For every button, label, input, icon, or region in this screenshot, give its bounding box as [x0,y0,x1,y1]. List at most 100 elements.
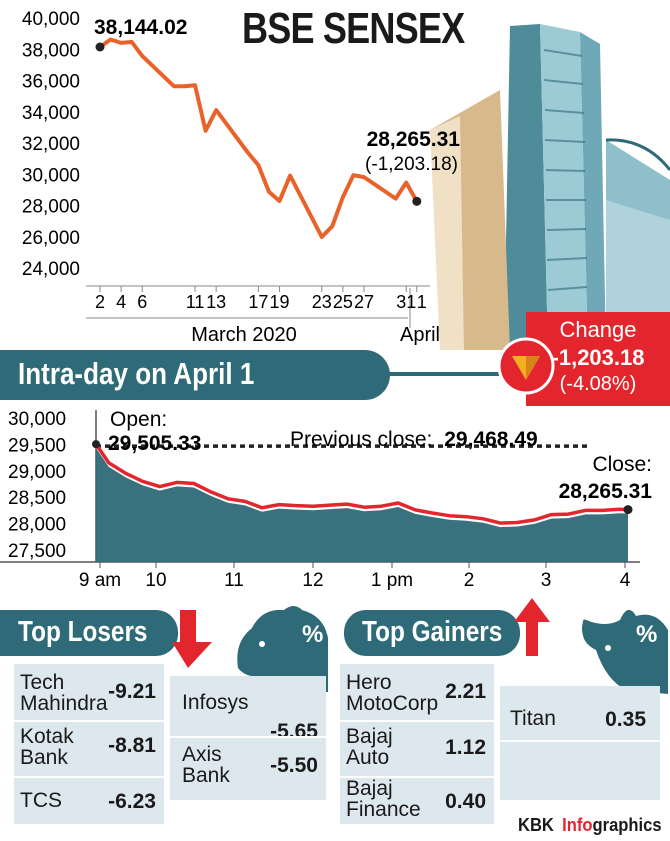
row-divider [340,776,494,778]
band-connector-line [380,372,510,376]
intraday-x-tick: 1 pm [371,570,413,591]
monthly-start-label: 38,144.02 [94,16,187,39]
gainers-table-left: Hero MotoCorp 2.21 Bajaj Auto 1.12 Bajaj… [340,664,494,824]
monthly-xlabel-march: March 2020 [191,324,297,345]
monthly-y-tick: 32,000 [22,134,80,155]
stock-name: Titan [510,707,556,730]
intraday-y-tick: 30,000 [8,409,66,430]
table-row: Bajaj Finance 0.40 [340,778,494,824]
monthly-end-change: (-1,203.18) [365,154,458,175]
intraday-open-point [92,440,100,449]
bear-icon: % [237,606,328,692]
stock-change: -9.21 [108,680,156,703]
row-divider [500,740,660,742]
close-value: 28,265.31 [559,480,653,503]
monthly-x-tick: 6 [137,292,147,312]
intraday-close-point [623,505,633,515]
monthly-x-tick: 27 [354,292,374,312]
monthly-chart: 40,000 38,000 36,000 34,000 32,000 30,000 28,0… [22,9,461,345]
monthly-x-tick: 4 [116,292,126,312]
monthly-x-tick: 31 [396,292,416,312]
monthly-data-point [412,196,422,206]
stock-name: TCS [20,789,62,812]
table-row: Titan 0.35 [500,690,660,740]
red-up-arrow-icon [514,598,550,656]
row-divider [340,720,494,722]
stock-name: Tech Mahindra [20,671,108,715]
change-label: Change [559,317,637,342]
monthly-x-tick: 1 [417,292,427,312]
change-percent: (-4.08%) [559,373,637,395]
monthly-x-tick: 13 [206,292,226,312]
previous-close-value: 29,468.49 [444,428,537,451]
intraday-y-tick: 29,500 [8,435,66,456]
change-value: -1,203.18 [551,345,645,370]
stock-change: 0.35 [605,708,646,731]
stock-change: -5.50 [270,754,318,777]
monthly-x-tick: 11 [186,292,205,312]
table-row: Infosys -5.65 [170,680,326,743]
row-divider [14,776,164,778]
stock-name: Kotak Bank [20,725,74,769]
intraday-y-tick: 28,000 [8,515,66,536]
stock-name: Hero MotoCorp [346,671,439,715]
red-down-arrow-icon [172,610,212,668]
building-illustration [430,24,670,350]
bull-icon: % [582,609,668,694]
page-title: BSE SENSEX [242,4,465,53]
monthly-data-point [95,42,105,52]
monthly-x-tick: 17 [248,292,268,312]
table-row: Axis Bank -5.50 [170,738,326,796]
monthly-x-tick: 19 [270,292,290,312]
stock-change: 0.40 [445,790,486,813]
intraday-y-tick: 27,500 [8,541,66,562]
intraday-title: Intra-day on April 1 [18,356,255,391]
intraday-x-tick: 10 [145,570,166,591]
top-losers-tag: Top Losers [0,610,178,656]
stock-name: Axis Bank [182,743,230,787]
intraday-x-axis: 9 am 10 11 12 1 pm 2 3 4 [79,562,631,591]
open-label: Open: [110,408,167,431]
footer-credit: KBK Infographics [518,815,662,836]
table-row: TCS -6.23 [14,778,164,824]
table-row: Bajaj Auto 1.12 [340,722,494,774]
monthly-x-tick: 2 [95,292,105,312]
monthly-x-tick: 23 [312,292,332,312]
intraday-x-tick: 2 [464,570,475,591]
stock-change: 2.21 [445,680,486,703]
monthly-y-tick: 28,000 [22,197,80,218]
top-gainers-title: Top Gainers [362,616,503,648]
stock-name: Bajaj Auto [346,725,393,769]
intraday-band [0,350,390,400]
row-divider [14,720,164,722]
intraday-area [96,448,628,562]
monthly-y-tick: 24,000 [22,259,80,280]
losers-table-right: Infosys -5.65 Axis Bank -5.50 [170,676,326,800]
top-gainers-tag: Top Gainers [344,610,520,656]
stock-name: Bajaj Finance [346,777,421,821]
monthly-y-tick: 30,000 [22,165,80,186]
monthly-end-label: 28,265.31 [367,128,461,151]
intraday-x-tick: 4 [620,570,631,591]
table-row: Tech Mahindra -9.21 [14,668,164,720]
footer-info: Info [562,815,593,835]
stock-change: -8.81 [108,734,156,757]
bear-percent-symbol: % [302,621,323,648]
monthly-y-tick: 36,000 [22,72,80,93]
intraday-chart: 30,000 29,500 29,000 28,500 28,000 27,500 9 a… [0,408,653,591]
losers-table-left: Tech Mahindra -9.21 Kotak Bank -8.81 TCS… [14,664,164,824]
monthly-x-tick: 25 [333,292,353,312]
stock-name: Infosys [182,691,249,714]
stock-change: -6.23 [108,790,156,813]
footer-graphics: graphics [592,815,662,835]
monthly-xlabel-april: April [400,324,440,345]
close-label: Close: [592,453,652,476]
monthly-y-axis: 40,000 38,000 36,000 34,000 32,000 30,000 28,0… [22,9,80,280]
monthly-y-tick: 34,000 [22,103,80,124]
intraday-x-tick: 9 am [79,570,121,591]
monthly-y-tick: 40,000 [22,9,80,30]
intraday-x-tick: 11 [224,570,244,591]
open-value: 29,505.33 [108,432,201,455]
down-arrow-icon [497,337,555,395]
previous-close-annotation: Previous close: 29,468.49 [290,428,538,451]
